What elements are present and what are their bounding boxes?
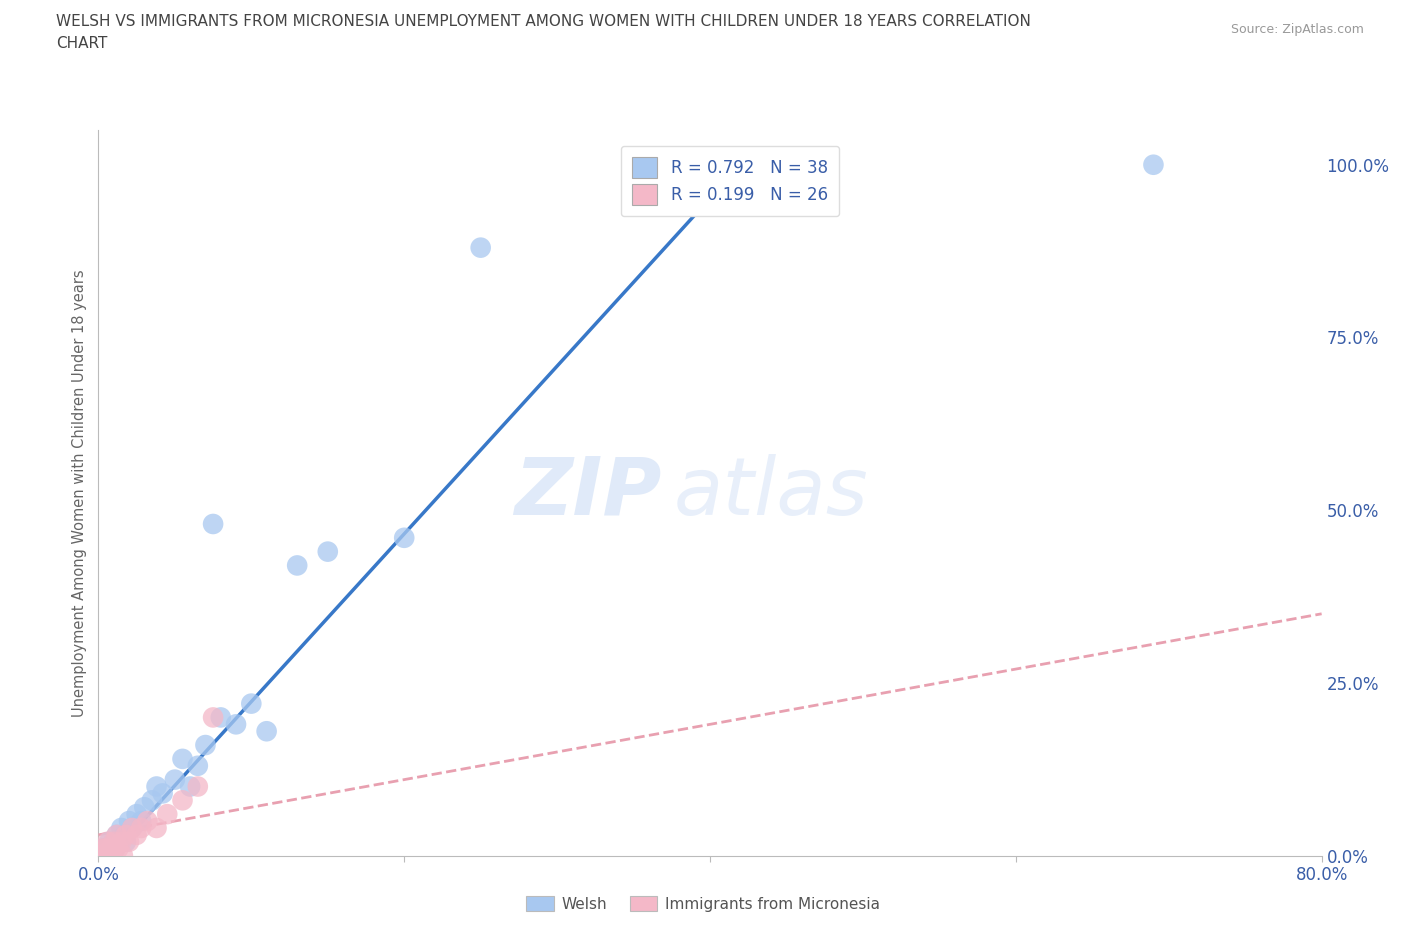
Point — [108, 834, 131, 849]
Point — [129, 814, 152, 829]
Point — [98, 848, 121, 863]
Point — [256, 724, 278, 738]
Point — [179, 779, 201, 794]
Point — [121, 820, 143, 835]
Point — [172, 793, 194, 808]
Point — [121, 820, 143, 835]
Point — [118, 814, 141, 829]
Point — [225, 717, 247, 732]
Point — [101, 848, 124, 863]
Point — [89, 848, 111, 863]
Point — [118, 834, 141, 849]
Point — [104, 842, 127, 857]
Text: WELSH VS IMMIGRANTS FROM MICRONESIA UNEMPLOYMENT AMONG WOMEN WITH CHILDREN UNDER: WELSH VS IMMIGRANTS FROM MICRONESIA UNEM… — [56, 14, 1031, 51]
Point — [145, 779, 167, 794]
Point — [97, 834, 120, 849]
Point — [98, 834, 121, 849]
Legend: Welsh, Immigrants from Micronesia: Welsh, Immigrants from Micronesia — [520, 889, 886, 918]
Point — [172, 751, 194, 766]
Point — [107, 842, 129, 857]
Legend: R = 0.792   N = 38, R = 0.199   N = 26: R = 0.792 N = 38, R = 0.199 N = 26 — [620, 146, 839, 217]
Point — [134, 800, 156, 815]
Point — [103, 834, 125, 849]
Point — [240, 697, 263, 711]
Point — [202, 516, 225, 531]
Point — [202, 710, 225, 724]
Point — [110, 834, 132, 849]
Point — [90, 848, 112, 863]
Point — [129, 820, 152, 835]
Point — [152, 786, 174, 801]
Point — [145, 820, 167, 835]
Point — [187, 779, 209, 794]
Point — [136, 814, 159, 829]
Point — [141, 793, 163, 808]
Point — [470, 240, 492, 255]
Point — [194, 737, 217, 752]
Point — [97, 848, 120, 863]
Point — [105, 828, 128, 843]
Point — [156, 806, 179, 821]
Point — [125, 806, 148, 821]
Point — [100, 842, 122, 857]
Point — [125, 828, 148, 843]
Point — [101, 848, 124, 863]
Point — [93, 848, 115, 863]
Point — [100, 842, 122, 857]
Point — [93, 848, 115, 863]
Point — [105, 828, 128, 843]
Point — [91, 842, 114, 857]
Point — [110, 820, 132, 835]
Point — [94, 842, 117, 857]
Point — [90, 848, 112, 863]
Point — [115, 834, 138, 849]
Y-axis label: Unemployment Among Women with Children Under 18 years: Unemployment Among Women with Children U… — [72, 269, 87, 717]
Point — [187, 758, 209, 773]
Point — [115, 828, 138, 843]
Point — [112, 828, 135, 843]
Text: Source: ZipAtlas.com: Source: ZipAtlas.com — [1230, 23, 1364, 36]
Point — [103, 834, 125, 849]
Text: atlas: atlas — [673, 454, 868, 532]
Point — [104, 842, 127, 857]
Point — [111, 848, 134, 863]
Text: ZIP: ZIP — [513, 454, 661, 532]
Point — [91, 842, 114, 857]
Point — [285, 558, 308, 573]
Point — [1142, 157, 1164, 172]
Point — [163, 772, 186, 787]
Point — [94, 842, 117, 857]
Point — [316, 544, 339, 559]
Point — [209, 710, 232, 724]
Point — [392, 530, 416, 545]
